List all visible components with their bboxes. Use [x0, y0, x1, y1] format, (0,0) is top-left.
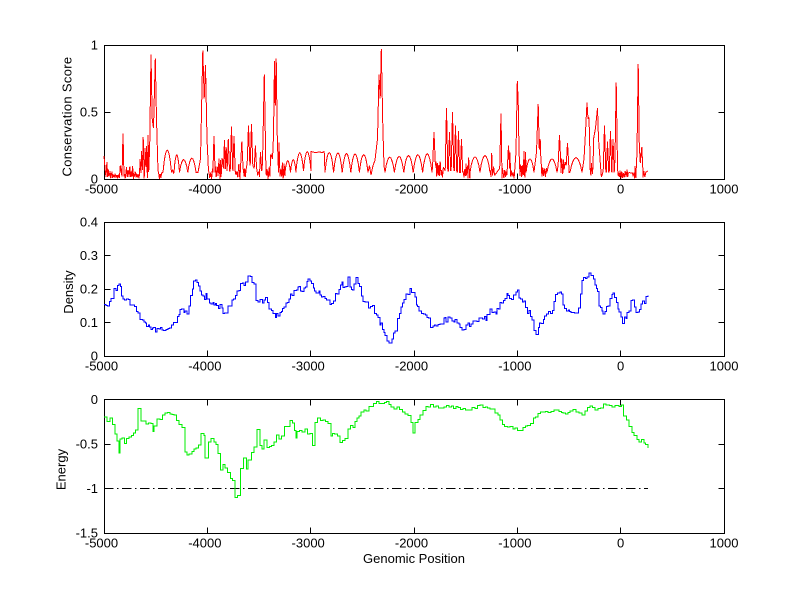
svg-text:1: 1 [91, 38, 98, 53]
svg-text:-1: -1 [86, 481, 98, 496]
svg-text:0.3: 0.3 [80, 248, 98, 263]
svg-text:-4000: -4000 [188, 182, 221, 197]
svg-text:-2000: -2000 [395, 182, 428, 197]
svg-text:0.4: 0.4 [80, 215, 98, 230]
svg-text:-1.5: -1.5 [76, 526, 98, 541]
svg-text:-1000: -1000 [498, 182, 531, 197]
svg-text:-1000: -1000 [498, 536, 531, 551]
svg-text:0: 0 [91, 392, 98, 407]
svg-text:Conservation Score: Conservation Score [60, 57, 75, 177]
svg-text:-3000: -3000 [292, 536, 325, 551]
svg-text:0: 0 [91, 172, 98, 187]
svg-text:0.5: 0.5 [80, 105, 98, 120]
svg-text:-2000: -2000 [395, 359, 428, 374]
svg-text:-3000: -3000 [292, 182, 325, 197]
svg-text:Density: Density [61, 270, 76, 314]
svg-text:0.2: 0.2 [80, 282, 98, 297]
svg-text:-5000: -5000 [85, 536, 118, 551]
svg-text:0.1: 0.1 [80, 315, 98, 330]
svg-text:-0.5: -0.5 [76, 437, 98, 452]
svg-text:-5000: -5000 [85, 359, 118, 374]
svg-text:1000: 1000 [710, 536, 739, 551]
svg-text:-4000: -4000 [188, 536, 221, 551]
svg-text:0: 0 [617, 182, 624, 197]
svg-text:-4000: -4000 [188, 359, 221, 374]
svg-text:-2000: -2000 [395, 536, 428, 551]
svg-text:-5000: -5000 [85, 182, 118, 197]
svg-text:0: 0 [91, 349, 98, 364]
svg-text:Energy: Energy [54, 448, 69, 490]
svg-text:1000: 1000 [710, 182, 739, 197]
svg-text:-1000: -1000 [498, 359, 531, 374]
svg-text:Genomic Position: Genomic Position [363, 551, 465, 566]
svg-text:0: 0 [617, 536, 624, 551]
svg-text:0: 0 [617, 359, 624, 374]
svg-text:-3000: -3000 [292, 359, 325, 374]
svg-text:1000: 1000 [710, 359, 739, 374]
